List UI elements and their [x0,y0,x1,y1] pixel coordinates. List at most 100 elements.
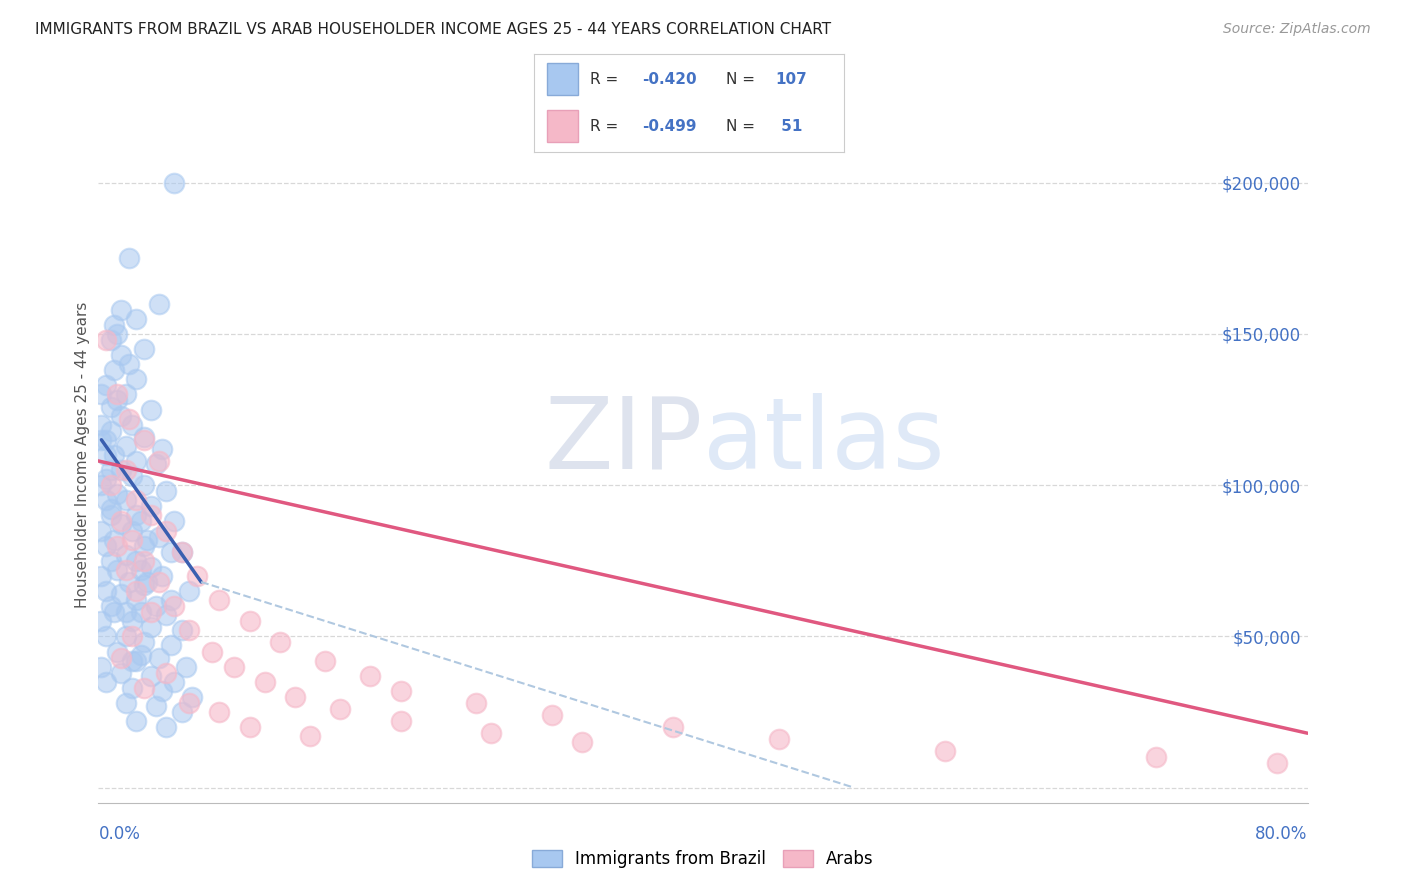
Point [110,665,132,680]
Point [314,654,336,668]
Point [181,690,204,704]
Point [132,554,155,568]
Point [94,584,117,599]
Point [141,605,163,619]
Point [100,424,122,438]
Point [114,605,136,619]
Text: ZIP: ZIP [544,392,703,490]
Point [170,545,193,559]
Point [114,493,136,508]
Point [103,318,125,332]
Point [121,524,143,538]
Point [768,732,790,747]
Point [132,478,155,492]
Point [105,644,128,658]
Point [163,515,186,529]
Point [155,665,177,680]
Point [90,433,112,447]
Point [94,472,117,486]
Point [170,624,193,638]
Point [90,524,112,538]
Point [132,433,155,447]
Point [105,539,128,553]
Point [118,574,141,589]
Point [125,714,148,728]
Point [135,533,157,547]
Text: R =: R = [591,71,623,87]
Point [125,508,148,523]
Point [141,620,163,634]
Point [125,372,148,386]
Point [571,735,593,749]
Point [160,545,183,559]
Point [125,493,148,508]
Point [177,696,201,710]
Point [389,714,412,728]
Point [110,463,132,477]
Point [94,333,117,347]
Point [94,448,117,462]
Point [135,574,157,589]
Point [163,599,186,614]
Text: N =: N = [725,119,759,134]
Point [132,681,155,695]
Point [105,387,128,401]
Point [284,690,307,704]
Point [90,569,112,583]
Text: 0.0%: 0.0% [98,825,141,843]
Point [269,635,291,649]
Point [125,654,148,668]
Text: IMMIGRANTS FROM BRAZIL VS ARAB HOUSEHOLDER INCOME AGES 25 - 44 YEARS CORRELATION: IMMIGRANTS FROM BRAZIL VS ARAB HOUSEHOLD… [35,22,831,37]
Point [121,469,143,483]
Point [148,296,170,310]
Point [150,442,173,456]
Point [125,584,148,599]
Point [94,433,117,447]
Point [121,681,143,695]
Point [145,599,167,614]
Point [100,400,122,414]
Point [132,430,155,444]
Point [118,411,141,425]
Point [239,615,262,629]
Point [148,530,170,544]
Point [110,302,132,317]
Point [155,608,177,623]
Point [94,674,117,689]
Point [125,454,148,468]
Text: Source: ZipAtlas.com: Source: ZipAtlas.com [1223,22,1371,37]
Point [150,569,173,583]
Point [94,539,117,553]
Point [132,539,155,553]
Point [94,629,117,643]
Point [90,478,112,492]
Point [155,524,177,538]
Point [132,342,155,356]
Text: atlas: atlas [703,392,945,490]
Point [125,554,148,568]
Point [201,644,224,658]
Point [129,605,152,619]
Point [481,726,503,740]
Point [105,393,128,408]
Text: -0.499: -0.499 [643,119,697,134]
Bar [547,63,578,95]
Point [100,463,122,477]
Point [103,605,125,619]
Point [114,563,136,577]
Point [170,545,193,559]
Point [1144,750,1167,764]
Point [103,448,125,462]
Point [465,696,488,710]
Point [94,493,117,508]
Point [121,417,143,432]
Point [90,615,112,629]
Point [110,409,132,423]
Point [90,387,112,401]
Point [170,705,193,719]
Point [132,578,155,592]
Point [208,593,231,607]
Point [177,584,201,599]
Point [141,508,163,523]
Point [145,457,167,471]
